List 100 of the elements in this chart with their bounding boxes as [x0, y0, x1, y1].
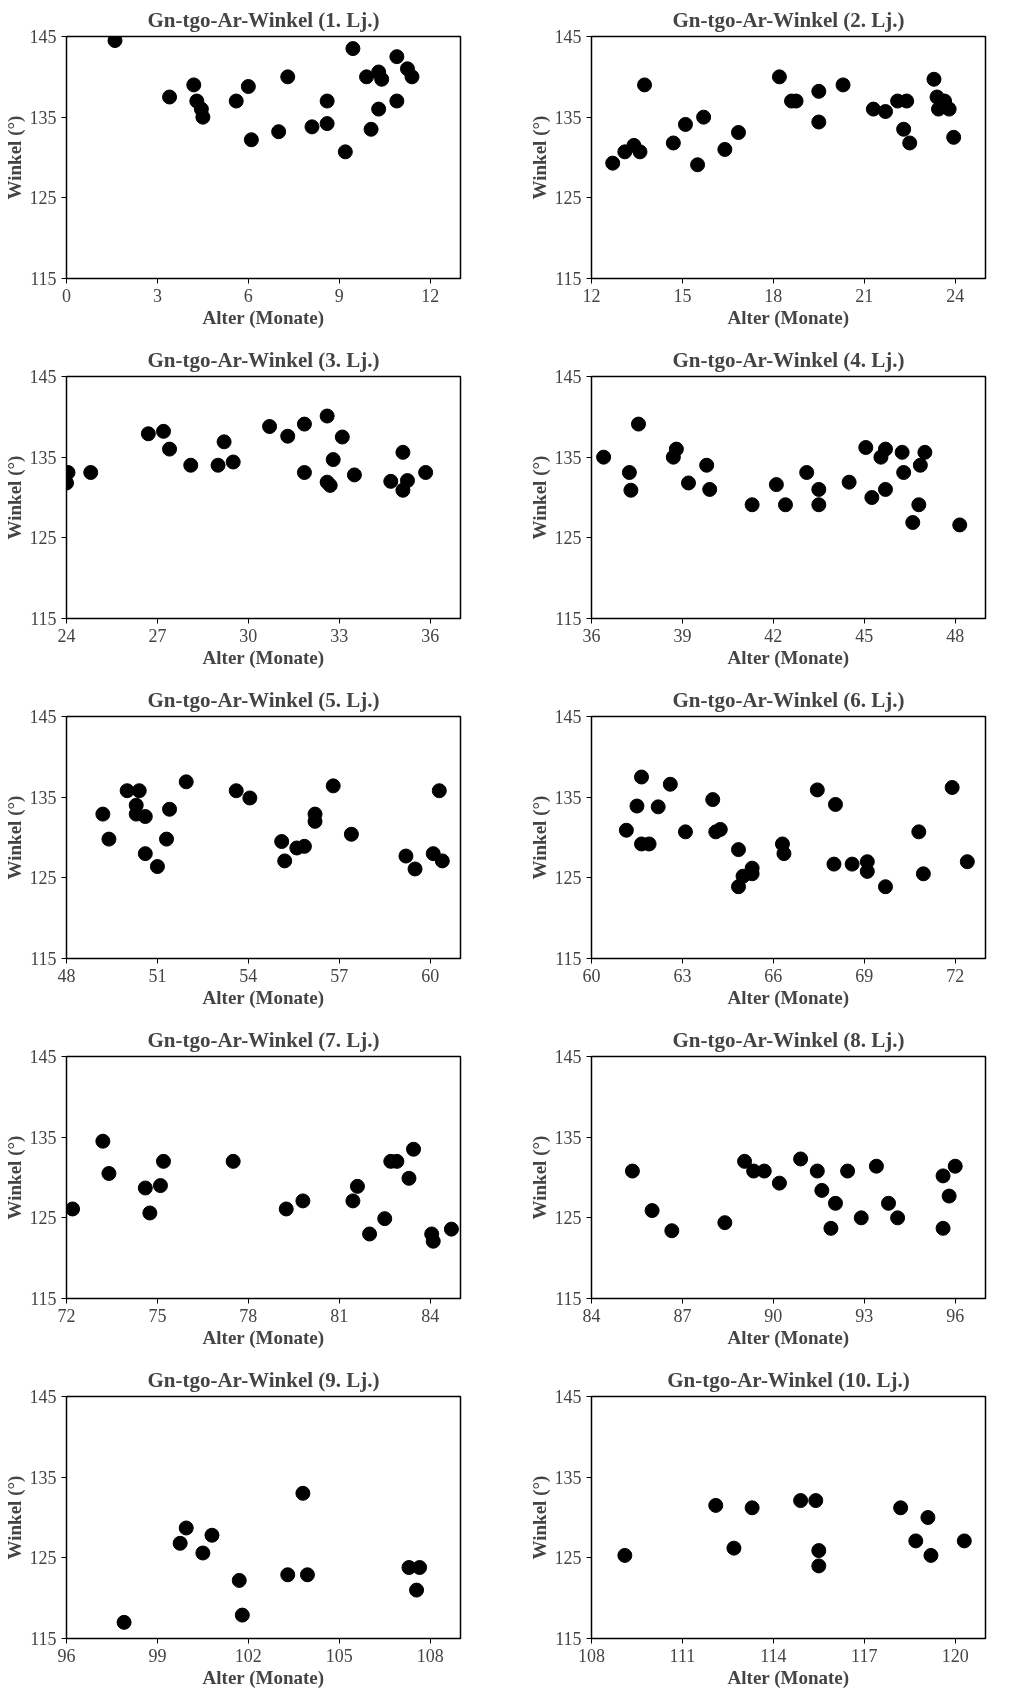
- point: [877, 481, 893, 497]
- y-tick-label: 125: [554, 528, 582, 549]
- y-tick-label: 145: [554, 1047, 582, 1067]
- y-tick-label: 145: [554, 707, 582, 727]
- y-tick-label: 135: [29, 1467, 57, 1488]
- x-tick-label: 66: [764, 965, 783, 986]
- x-tick-label: 117: [851, 1645, 878, 1666]
- y-tick-label: 135: [554, 1127, 582, 1148]
- point: [140, 426, 156, 442]
- point: [325, 778, 341, 794]
- chart-title: Gn-tgo-Ar-Winkel (2. Lj.): [672, 7, 905, 32]
- x-axis-title: Alter (Monate): [202, 306, 325, 329]
- point: [893, 1500, 909, 1516]
- point: [262, 419, 278, 434]
- y-axis-title: Winkel (°): [3, 795, 26, 880]
- y-tick-label: 135: [554, 447, 582, 468]
- y-axis-title: Winkel (°): [528, 115, 551, 200]
- point: [699, 457, 715, 473]
- point: [702, 481, 718, 497]
- point: [696, 109, 712, 125]
- point: [334, 429, 350, 445]
- point: [621, 465, 637, 480]
- x-axis-title: Alter (Monate): [727, 306, 850, 329]
- x-tick-label: 45: [855, 625, 874, 646]
- y-tick-label: 145: [29, 27, 57, 47]
- point: [771, 1175, 787, 1191]
- point: [434, 853, 450, 869]
- point: [399, 473, 415, 489]
- point: [280, 1567, 296, 1583]
- x-tick-label: 30: [239, 625, 258, 646]
- point: [811, 83, 827, 99]
- point: [296, 416, 312, 432]
- x-tick-label: 111: [669, 1645, 696, 1666]
- point: [623, 482, 639, 498]
- point: [142, 1205, 158, 1221]
- point: [811, 497, 827, 513]
- x-axis-title: Alter (Monate): [727, 1666, 850, 1689]
- point: [793, 1493, 809, 1509]
- x-tick-label: 39: [673, 625, 692, 646]
- point: [407, 861, 423, 877]
- point: [231, 1572, 247, 1588]
- x-tick-label: 54: [239, 965, 258, 986]
- point: [362, 1226, 378, 1242]
- point: [409, 1582, 425, 1598]
- x-tick-label: 114: [760, 1645, 787, 1666]
- point: [826, 856, 842, 872]
- point: [359, 69, 375, 85]
- point: [865, 101, 881, 117]
- point: [234, 1607, 250, 1623]
- point: [690, 157, 706, 173]
- x-axis-title: Alter (Monate): [727, 646, 850, 669]
- point: [228, 93, 244, 109]
- y-axis-title: Winkel (°): [3, 115, 26, 200]
- point: [162, 801, 178, 817]
- point: [853, 1210, 869, 1226]
- y-tick-label: 145: [554, 1387, 582, 1407]
- point: [823, 1220, 839, 1236]
- y-axis-title: Winkel (°): [3, 455, 26, 540]
- point: [617, 1547, 633, 1563]
- point: [894, 444, 910, 460]
- y-axis-title: Winkel (°): [528, 1475, 551, 1560]
- y-tick-label: 145: [29, 1047, 57, 1067]
- point: [299, 1567, 315, 1583]
- point: [304, 119, 320, 135]
- point: [404, 69, 420, 85]
- point: [337, 144, 353, 160]
- point: [776, 846, 792, 862]
- y-tick-label: 125: [554, 868, 582, 889]
- y-tick-label: 115: [555, 1289, 582, 1309]
- x-tick-label: 48: [57, 965, 76, 986]
- point: [107, 36, 123, 49]
- chart-title: Gn-tgo-Ar-Winkel (6. Lj.): [672, 687, 905, 712]
- y-tick-label: 115: [30, 1289, 57, 1309]
- point: [418, 465, 434, 480]
- y-tick-label: 135: [29, 1127, 57, 1148]
- x-tick-label: 90: [764, 1305, 783, 1326]
- point: [95, 1133, 111, 1149]
- x-tick-label: 42: [764, 625, 783, 646]
- point: [668, 441, 684, 457]
- point: [377, 1211, 393, 1227]
- point: [345, 1193, 361, 1209]
- point: [835, 77, 851, 93]
- y-tick-label: 125: [29, 188, 57, 209]
- x-axis-title: Alter (Monate): [727, 986, 850, 1009]
- x-tick-label: 84: [582, 1305, 601, 1326]
- point: [840, 1163, 856, 1179]
- point: [632, 144, 648, 160]
- chart-title: Gn-tgo-Ar-Winkel (5. Lj.): [147, 687, 380, 712]
- x-axis-title: Alter (Monate): [727, 1326, 850, 1349]
- point: [443, 1221, 459, 1237]
- point: [717, 1215, 733, 1231]
- point: [137, 1180, 153, 1196]
- y-tick-label: 115: [30, 609, 57, 629]
- point: [152, 1178, 168, 1194]
- point: [95, 806, 111, 822]
- point: [717, 141, 733, 157]
- point: [401, 1170, 417, 1186]
- point: [952, 517, 968, 533]
- point: [596, 449, 612, 465]
- point: [155, 1153, 171, 1169]
